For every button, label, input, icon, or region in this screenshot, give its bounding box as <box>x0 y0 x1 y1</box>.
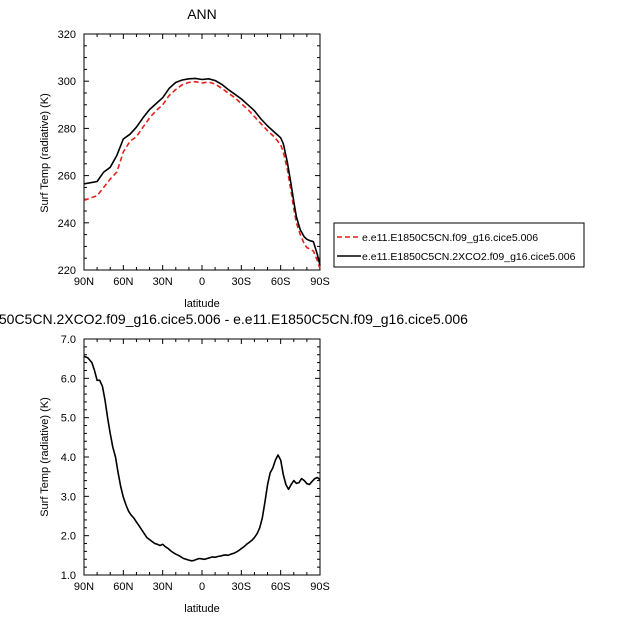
bottom-panel: e.e11.E1850C5CN.2XCO2.f09_g16.cice5.006 … <box>0 311 468 615</box>
y-tick-label: 3.0 <box>61 491 76 503</box>
top-x-axis-label: latitude <box>184 298 219 310</box>
legend-box <box>333 222 585 268</box>
y-tick-label: 1.0 <box>61 570 76 582</box>
x-tick-label: 90N <box>74 276 94 288</box>
bottom-chart-title: e.e11.E1850C5CN.2XCO2.f09_g16.cice5.006 … <box>0 311 468 327</box>
bottom-plot-area: 90N 60N 30N 0 30S 60S 90S 1.0 2.0 3.0 4.0 5.0 6.0 7.0 <box>61 334 330 593</box>
plot-frame <box>83 338 321 576</box>
x-tick-label: 0 <box>199 581 205 593</box>
top-panel: ANN 90N 60N 30N 0 30S 60S 90S 220 240 260 280 300 32… <box>39 6 330 310</box>
x-tick-label: 60S <box>271 276 291 288</box>
y-tick-label: 2.0 <box>61 531 76 543</box>
legend: e.e11.E1850C5CN.f09_g16.cice5.006 e.e11.… <box>333 222 585 268</box>
bottom-x-axis-label: latitude <box>184 603 219 615</box>
y-tick-label: 300 <box>58 76 76 88</box>
top-chart-title: ANN <box>187 6 217 22</box>
x-tick-label: 30S <box>232 276 252 288</box>
x-tick-label: 60N <box>113 276 133 288</box>
y-tick-label: 220 <box>58 265 76 277</box>
y-tick-label: 240 <box>58 218 76 230</box>
legend-label-control: e.e11.E1850C5CN.f09_g16.cice5.006 <box>362 232 538 244</box>
series-line-1 <box>83 77 321 266</box>
x-tick-label: 60N <box>113 581 133 593</box>
x-tick-label: 90S <box>310 276 330 288</box>
x-tick-label: 0 <box>199 276 205 288</box>
x-tick-label: 90N <box>74 581 94 593</box>
y-tick-label: 5.0 <box>61 413 76 425</box>
series-line-0 <box>83 80 321 270</box>
x-tick-label: 60S <box>271 581 291 593</box>
y-tick-label: 280 <box>58 123 76 135</box>
x-tick-label: 30N <box>153 276 173 288</box>
legend-label-2xco2: e.e11.E1850C5CN.2XCO2.f09_g16.cice5.006 <box>362 251 576 263</box>
x-tick-label: 90S <box>310 581 330 593</box>
y-tick-label: 320 <box>58 29 76 41</box>
y-tick-label: 260 <box>58 171 76 183</box>
y-tick-label: 6.0 <box>61 373 76 385</box>
x-tick-label: 30S <box>232 581 252 593</box>
y-tick-label: 4.0 <box>61 452 76 464</box>
x-tick-label: 30N <box>153 581 173 593</box>
bottom-y-axis-label: Surf Temp (radiative) (K) <box>39 397 51 517</box>
y-tick-label: 7.0 <box>61 334 76 346</box>
top-plot-area: 90N 60N 30N 0 30S 60S 90S 220 240 260 280 300 320 <box>58 29 330 288</box>
top-y-axis-label: Surf Temp (radiative) (K) <box>39 93 51 213</box>
series-line-0 <box>83 355 321 562</box>
